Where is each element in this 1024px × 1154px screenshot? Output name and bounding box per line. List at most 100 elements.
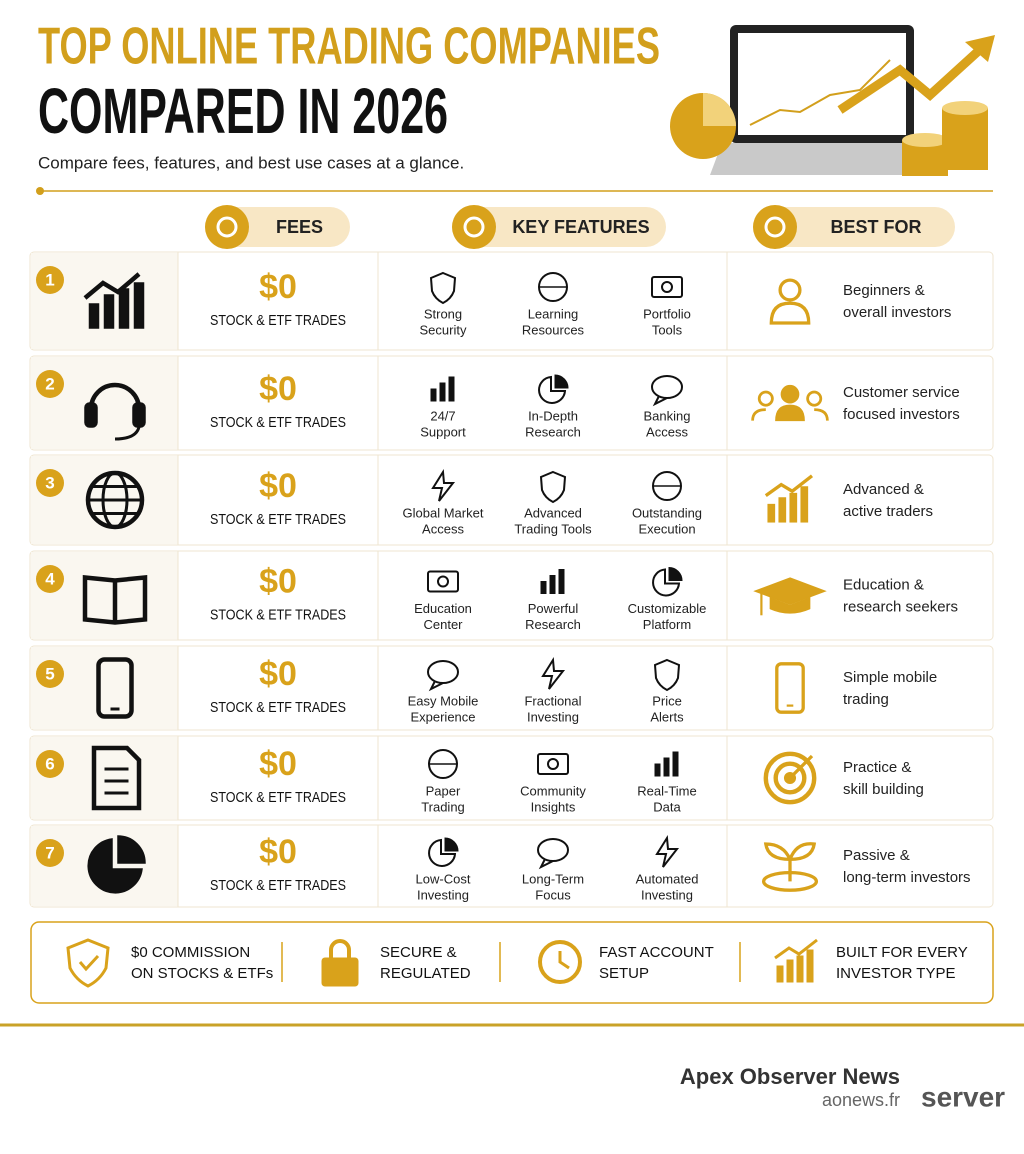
icon — [427, 660, 459, 692]
icon-part — [775, 662, 805, 714]
icon — [654, 751, 679, 777]
column-header: KEY FEATURES — [512, 217, 649, 237]
rule-dot — [36, 187, 44, 195]
icon-part — [769, 596, 811, 614]
icon — [539, 470, 567, 504]
icon — [538, 272, 568, 302]
rank-badge — [36, 660, 64, 688]
fee-label: STOCK & ETF TRADES — [210, 606, 346, 623]
feature-label: Easy Mobile — [408, 693, 479, 708]
icon-part — [788, 754, 814, 780]
feature-label: In-Depth — [528, 408, 578, 423]
icon — [430, 376, 455, 402]
row-card — [29, 645, 994, 731]
company-row: 3 $0 STOCK & ETF TRADES Global MarketAccess… — [29, 454, 994, 546]
best-for-label: Practice & — [843, 759, 911, 776]
icon-part — [329, 939, 351, 958]
arrow-head — [965, 35, 995, 62]
row-left-panel — [31, 552, 178, 639]
footer-site: aonews.fr — [822, 1090, 900, 1110]
fee-label: STOCK & ETF TRADES — [210, 414, 346, 431]
highlight-text: BUILT FOR EVERY — [836, 944, 968, 961]
icon-part — [538, 375, 567, 404]
column-pill-glyph — [216, 216, 238, 238]
icon-part — [83, 272, 141, 300]
icon-part — [800, 486, 809, 523]
row-card — [29, 355, 994, 451]
icon-part — [541, 656, 566, 690]
coin-stack — [942, 108, 988, 170]
icon — [540, 569, 565, 594]
icon — [91, 745, 142, 811]
fee-label: STOCK & ETF TRADES — [210, 789, 346, 806]
icon — [652, 566, 683, 597]
icon-part — [428, 838, 457, 867]
icon-part — [651, 276, 683, 298]
rank-number: 4 — [45, 569, 55, 588]
fee-value: $0 — [259, 370, 297, 408]
icon-part — [103, 294, 115, 329]
icon — [651, 276, 683, 298]
icon — [537, 753, 569, 775]
rank-badge — [36, 370, 64, 398]
column-pill-icon — [452, 205, 496, 249]
feature-label: Banking — [644, 408, 691, 423]
column-pill-icon — [205, 205, 249, 249]
icon — [83, 272, 145, 329]
best-for-label: focused investors — [843, 406, 960, 423]
highlight-text: INVESTOR TYPE — [836, 965, 955, 982]
row-card — [29, 251, 994, 351]
icon-part — [786, 959, 794, 983]
icon — [751, 384, 829, 422]
title-line-1: TOP ONLINE TRADING COMPANIES — [38, 18, 660, 76]
highlight-text: SETUP — [599, 965, 649, 982]
icon-part — [778, 278, 802, 302]
highlight-text: REGULATED — [380, 965, 471, 982]
laptop-illustration — [670, 25, 995, 176]
rank-number: 1 — [45, 270, 54, 289]
feature-label: Investing — [527, 709, 579, 724]
column-pill-glyph — [764, 216, 786, 238]
best-for-label: research seekers — [843, 598, 958, 615]
feature-label: Data — [653, 799, 681, 814]
row-card — [29, 735, 994, 821]
icon-part — [558, 951, 570, 970]
icon-part — [118, 288, 130, 329]
best-for-label: overall investors — [843, 304, 951, 321]
best-for-label: active traders — [843, 503, 933, 520]
icon-part — [117, 835, 146, 864]
icon-part — [554, 374, 569, 389]
icon — [761, 842, 819, 892]
fee-value: $0 — [259, 833, 297, 871]
feature-label: Center — [423, 617, 463, 632]
fee-value: $0 — [259, 467, 297, 505]
feature-label: Powerful — [528, 601, 579, 616]
best-for-label: Advanced & — [843, 481, 924, 498]
icon — [753, 577, 827, 616]
rank-number: 6 — [45, 754, 54, 773]
icon — [775, 662, 805, 714]
fee-value: $0 — [259, 562, 297, 600]
best-for-label: skill building — [843, 781, 924, 798]
feature-label: Support — [420, 424, 466, 439]
coin-top — [902, 133, 948, 147]
icon — [84, 382, 146, 441]
rank-number: 2 — [45, 374, 54, 393]
feature-label: Real-Time — [637, 783, 696, 798]
feature-label: Low-Cost — [416, 871, 471, 886]
icon-part — [757, 390, 774, 407]
icon-part — [91, 745, 142, 811]
icon-part — [114, 426, 141, 441]
icon — [769, 278, 811, 325]
feature-label: Strong — [424, 306, 462, 321]
icon-part — [540, 581, 547, 594]
icon-part — [652, 568, 681, 597]
icon — [651, 375, 683, 407]
icon — [764, 474, 814, 523]
icon — [763, 751, 817, 805]
